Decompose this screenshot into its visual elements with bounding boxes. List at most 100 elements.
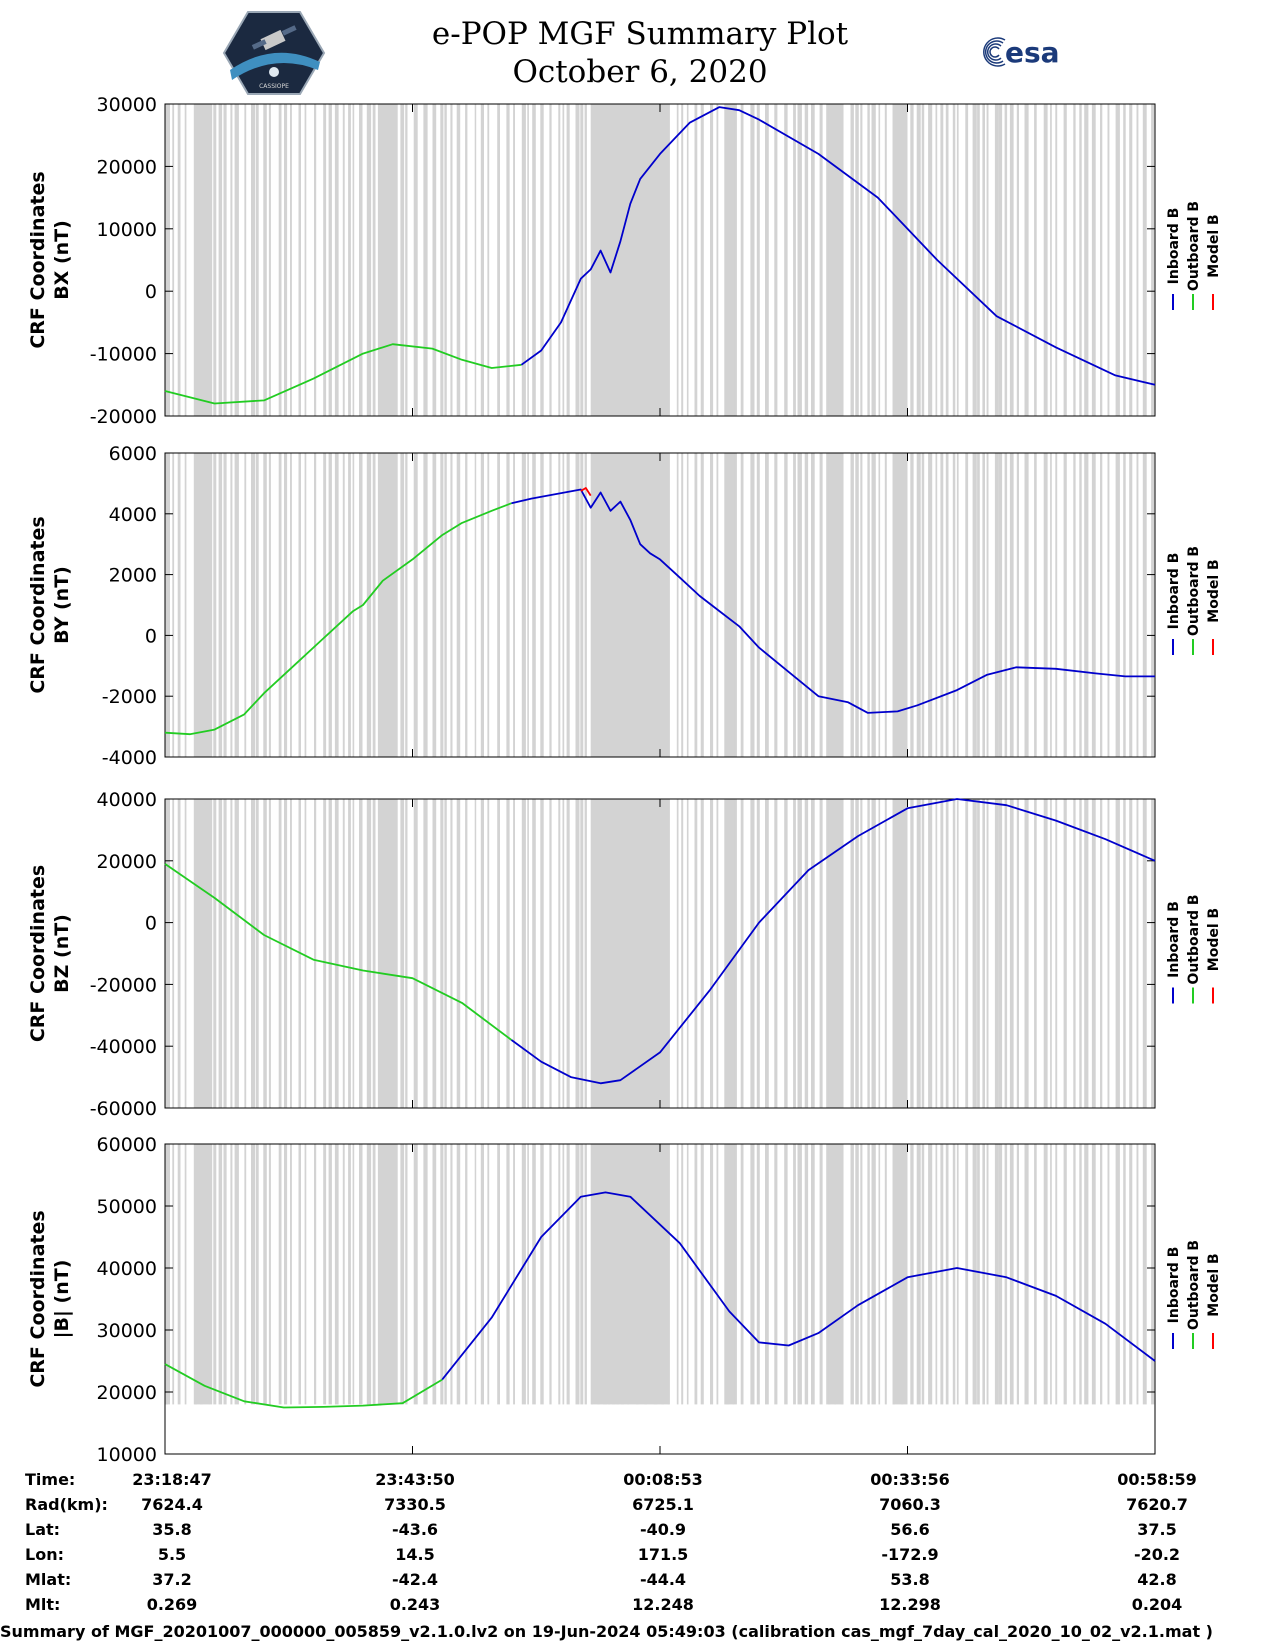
gap-band xyxy=(177,799,181,1108)
orbit-cell: 53.8 xyxy=(890,1570,929,1589)
gap-band xyxy=(284,799,288,1108)
gap-band xyxy=(268,453,271,757)
gap-band xyxy=(826,453,831,757)
gap-band xyxy=(465,453,468,757)
orbit-cell: 23:43:50 xyxy=(375,1470,455,1489)
gap-band xyxy=(377,104,398,416)
y-tick-label: -4000 xyxy=(102,747,157,769)
gap-band xyxy=(456,799,461,1108)
gap-band xyxy=(793,453,796,757)
gap-band xyxy=(999,1144,1003,1405)
gap-band xyxy=(1009,453,1014,757)
gap-band xyxy=(372,1144,376,1405)
series-line-outboard-b xyxy=(164,343,522,405)
gap-band xyxy=(878,453,881,757)
gap-band xyxy=(1063,104,1067,416)
gap-band xyxy=(575,104,580,416)
gap-band xyxy=(819,453,823,757)
gap-band xyxy=(1115,453,1120,757)
gap-band xyxy=(793,1144,796,1405)
gap-band xyxy=(956,104,959,416)
gap-band xyxy=(323,453,327,757)
gap-band xyxy=(165,453,170,757)
gap-band xyxy=(1123,799,1126,1108)
gap-band xyxy=(566,453,570,757)
gap-band xyxy=(1024,1144,1029,1405)
y-tick-label: 0 xyxy=(145,281,157,303)
gap-band xyxy=(972,453,977,757)
gap-band xyxy=(405,453,408,757)
gap-band xyxy=(921,799,925,1108)
gap-band xyxy=(994,799,999,1108)
gap-band xyxy=(867,799,870,1108)
gap-band xyxy=(871,1144,876,1405)
gap-band xyxy=(1034,1144,1037,1405)
gap-band xyxy=(1016,453,1019,757)
gap-band xyxy=(348,453,351,757)
gap-band xyxy=(884,799,887,1108)
gap-band xyxy=(884,1144,887,1405)
gap-band xyxy=(432,104,437,416)
cassiope-logo-text: CASSIOPE xyxy=(259,83,289,90)
y-tick-label: 60000 xyxy=(97,1134,157,1156)
orbit-cell: 7624.4 xyxy=(141,1495,203,1514)
orbit-cell: 56.6 xyxy=(890,1520,929,1539)
gap-band xyxy=(172,799,175,1108)
gap-band xyxy=(982,453,985,757)
gap-band xyxy=(540,799,544,1108)
gap-band xyxy=(916,453,921,757)
gap-band xyxy=(372,104,376,416)
gap-band xyxy=(244,799,247,1108)
gap-band xyxy=(1073,1144,1076,1405)
gap-band xyxy=(342,1144,345,1405)
gap-band xyxy=(314,1144,317,1405)
gap-band xyxy=(860,104,863,416)
gap-band xyxy=(1136,799,1139,1108)
gap-band xyxy=(1063,799,1067,1108)
gap-band xyxy=(251,104,256,416)
y-tick-label: 20000 xyxy=(97,1382,157,1404)
gap-band xyxy=(278,104,282,416)
gap-band xyxy=(527,799,529,1108)
orbit-cell: 7330.5 xyxy=(384,1495,446,1514)
gap-band xyxy=(740,1144,744,1405)
orbit-row-label: Rad(km): xyxy=(25,1495,108,1514)
gap-band xyxy=(450,1144,453,1405)
gap-band xyxy=(474,453,477,757)
gap-band xyxy=(575,453,580,757)
panel-2: 6000 4000 2000 0 -2000 -4000 CRF Coordinates BY… xyxy=(27,443,1222,769)
gap-band xyxy=(867,1144,870,1405)
y-tick-label: -60000 xyxy=(90,1098,157,1120)
gap-band xyxy=(580,1144,584,1405)
gap-band xyxy=(372,799,376,1108)
gap-band xyxy=(513,453,515,757)
legend-label: Inboard B xyxy=(1166,1247,1182,1324)
gap-band xyxy=(223,104,227,416)
gap-band xyxy=(826,1144,831,1405)
gap-band xyxy=(1129,799,1133,1108)
gap-band xyxy=(1115,1144,1120,1405)
gap-band xyxy=(793,104,796,416)
legend-label: Outboard B xyxy=(1186,201,1202,291)
gap-band xyxy=(700,104,704,416)
gap-band xyxy=(590,453,670,757)
gap-band xyxy=(590,799,670,1108)
gap-band xyxy=(444,453,447,757)
orbit-cell: 00:33:56 xyxy=(870,1470,950,1489)
gap-band xyxy=(377,1144,398,1405)
gap-band xyxy=(323,1144,327,1405)
gap-band xyxy=(867,104,870,416)
gap-band xyxy=(584,799,587,1108)
gap-band xyxy=(1142,1144,1147,1405)
gap-band xyxy=(263,453,267,757)
orbit-cell: 6725.1 xyxy=(632,1495,694,1514)
gap-band xyxy=(334,1144,339,1405)
gap-band xyxy=(774,453,778,757)
gap-band xyxy=(1050,799,1052,1108)
gap-band xyxy=(450,799,453,1108)
gap-band xyxy=(474,799,477,1108)
orbit-cell: -40.9 xyxy=(640,1520,686,1539)
gap-band xyxy=(456,453,461,757)
legend: Inboard B Outboard B Model B xyxy=(1166,1240,1222,1349)
gap-band xyxy=(681,1144,684,1405)
